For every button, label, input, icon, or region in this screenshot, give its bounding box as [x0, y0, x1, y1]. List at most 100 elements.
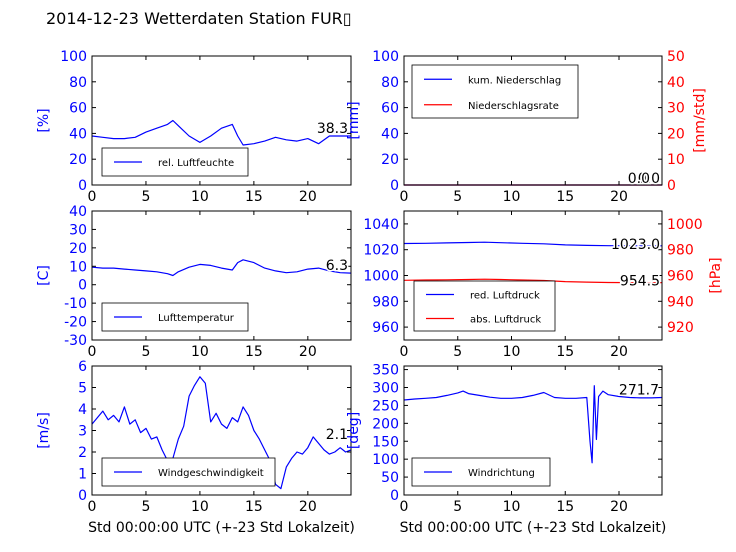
y-tick-label: 40 — [69, 204, 87, 220]
legend: Windgeschwindigkeit — [101, 457, 276, 487]
y-tick-label: 100 — [372, 49, 399, 65]
x-tick-label: 20 — [299, 189, 317, 205]
axes-frame — [403, 365, 663, 496]
y2-tick-label: 920 — [667, 320, 694, 336]
x-tick-label: 0 — [88, 344, 97, 360]
y-tick-label: 100 — [60, 49, 87, 65]
y-tick-label: 20 — [69, 241, 87, 257]
x-tick-label: 20 — [610, 344, 628, 360]
legend-label: Windgeschwindigkeit — [158, 468, 264, 479]
x-tick-label: 10 — [503, 344, 521, 360]
y-tick-label: -30 — [64, 333, 87, 349]
y-tick-label: 1020 — [363, 243, 399, 259]
x-axis-label: Std 00:00:00 UTC (+-23 Std Lokalzeit) — [88, 520, 355, 536]
x-tick-label: 0 — [88, 189, 97, 205]
y-tick-label: 300 — [372, 381, 399, 397]
y-tick-label: 0 — [78, 178, 87, 194]
y2-tick-label: 10 — [667, 152, 685, 168]
y2-axis-label: [mm/std] — [692, 88, 708, 153]
legend-label: Niederschlagsrate — [468, 101, 559, 112]
x-tick-label: 10 — [503, 499, 521, 515]
y-axis-label: [m/s] — [36, 412, 52, 449]
x-tick-label: 15 — [556, 344, 574, 360]
current-value-label: 954.5 — [620, 274, 660, 290]
y-tick-label: 60 — [69, 101, 87, 117]
x-tick-label: 15 — [245, 344, 263, 360]
y-tick-label: 40 — [381, 126, 399, 142]
x-tick-label: 5 — [141, 344, 150, 360]
axes-frame — [91, 210, 352, 341]
x-tick-label: 5 — [141, 189, 150, 205]
y-tick-label: 50 — [381, 470, 399, 486]
y-tick-label: 20 — [69, 152, 87, 168]
y-tick-label: 1040 — [363, 217, 399, 233]
y2-tick-label: 50 — [667, 49, 685, 65]
series-line-abs-luftdruck — [403, 278, 662, 284]
x-tick-label: 10 — [191, 344, 209, 360]
series-line-lufttemperatur — [91, 259, 352, 277]
x-tick-label: 5 — [453, 189, 462, 205]
y-tick-label: 1 — [78, 467, 87, 483]
y-tick-label: 2 — [78, 445, 87, 461]
legend: red. Luftdruck abs. Luftdruck — [413, 280, 556, 332]
legend: rel. Luftfeuchte — [101, 147, 249, 177]
y2-tick-label: 0 — [667, 178, 676, 194]
x-tick-label: 0 — [400, 499, 409, 515]
x-tick-label: 5 — [453, 344, 462, 360]
y-tick-label: 980 — [372, 294, 399, 310]
y2-tick-label: 20 — [667, 126, 685, 142]
legend-label: Lufttemperatur — [158, 313, 235, 324]
y2-tick-label: 980 — [667, 243, 694, 259]
y-tick-label: 20 — [381, 152, 399, 168]
y-tick-label: 60 — [381, 101, 399, 117]
current-value-label: 1023.0 — [611, 237, 660, 253]
panel-wind-direction: 0 5 10 15 20050100150200250300350[deg]271.7W… — [346, 363, 663, 515]
y2-tick-label: 40 — [667, 75, 685, 91]
panel-pressure: 0 5 10 15 20 960 980 1000 1020 1040 920 940 960 980 10… — [363, 210, 724, 360]
y-tick-label: 0 — [78, 488, 87, 504]
current-value-label: 271.7 — [619, 383, 659, 399]
y-tick-label: 350 — [372, 363, 399, 379]
axes-frame — [403, 55, 663, 186]
y-tick-label: 150 — [372, 434, 399, 450]
y-tick-label: 80 — [69, 75, 87, 91]
y-tick-label: 6 — [78, 359, 87, 375]
panel-temperature: 0 5 10 15 20 -30 -20 -10 0 10 20 30 40 [C] 6.3 Lufttemp… — [36, 204, 352, 360]
y2-axis-label: [hPa] — [708, 257, 724, 293]
x-tick-label: 0 — [400, 344, 409, 360]
legend: kum. Niederschlag Niederschlagsrate — [411, 64, 579, 119]
legend: Windrichtung — [411, 457, 551, 487]
y-tick-label: 0 — [390, 488, 399, 504]
legend: Lufttemperatur — [101, 302, 249, 332]
legend-label: red. Luftdruck — [470, 291, 540, 302]
y-tick-label: 0 — [390, 178, 399, 194]
legend-box — [411, 64, 579, 119]
y-axis-label: [%] — [36, 108, 52, 132]
panel-precipitation: 0 5 10 15 20 0 20 40 60 80 100 0 10 20 30 40 50 [mm] [mm/s… — [346, 49, 708, 205]
legend-label: abs. Luftdruck — [470, 315, 541, 326]
x-tick-label: 5 — [453, 499, 462, 515]
series-line-windrichtung — [403, 385, 663, 464]
y-tick-label: 40 — [69, 126, 87, 142]
y2-tick-label: 30 — [667, 101, 685, 117]
y-tick-label: 10 — [69, 259, 87, 275]
y-tick-label: 4 — [78, 402, 87, 418]
x-tick-label: 20 — [610, 499, 628, 515]
x-tick-label: 10 — [191, 189, 209, 205]
x-tick-label: 15 — [245, 189, 263, 205]
x-tick-label: 10 — [191, 499, 209, 515]
current-value-label: 2.1 — [326, 427, 348, 443]
panel-humidity: 0 5 10 15 20 0 20 40 60 80 100 [%] 38.3 rel. Luftfeuc… — [36, 49, 352, 205]
current-value-label: 38.3 — [317, 121, 348, 137]
x-axis-label: Std 00:00:00 UTC (+-23 Std Lokalzeit) — [400, 520, 667, 536]
x-tick-label: 10 — [503, 189, 521, 205]
current-value-label: 0.0 — [638, 171, 660, 187]
x-tick-label: 20 — [610, 189, 628, 205]
x-tick-label: 15 — [556, 499, 574, 515]
y-axis-label: [deg] — [346, 412, 362, 449]
y-tick-label: 100 — [372, 452, 399, 468]
y-tick-label: 3 — [78, 424, 87, 440]
series-line-red-luftdruck — [403, 241, 662, 247]
x-tick-label: 0 — [400, 189, 409, 205]
